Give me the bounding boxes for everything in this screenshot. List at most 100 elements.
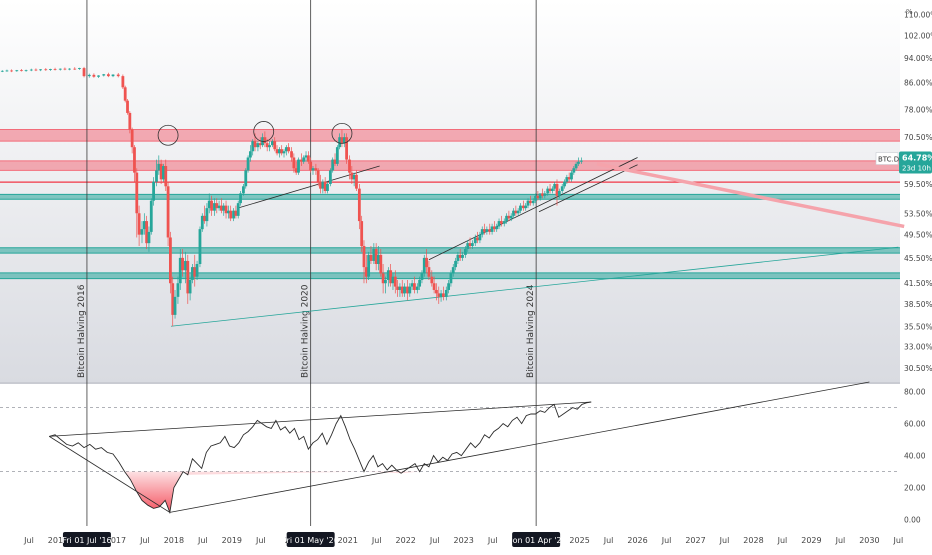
oscillator-trendline[interactable] bbox=[49, 436, 171, 513]
candle-body bbox=[420, 273, 424, 280]
candle-body bbox=[458, 254, 462, 258]
candle-body bbox=[362, 246, 366, 268]
candle-body bbox=[565, 177, 569, 182]
oscillator-trendline[interactable] bbox=[49, 401, 592, 437]
price-badge-countdown: 23d 10h bbox=[902, 165, 931, 173]
trendline[interactable] bbox=[596, 162, 905, 229]
candle-body bbox=[284, 147, 288, 152]
candle-body bbox=[422, 257, 426, 274]
y-tick-label: 49.50% bbox=[904, 231, 932, 240]
candle-body bbox=[147, 231, 151, 244]
y-tick-label: 94.00% bbox=[904, 54, 932, 63]
candle-body bbox=[328, 170, 332, 184]
candle-body bbox=[188, 279, 192, 294]
candle-body bbox=[111, 74, 115, 77]
oscillator-pane-background bbox=[0, 382, 900, 526]
candle-body bbox=[164, 166, 168, 187]
candle-body bbox=[560, 186, 564, 191]
candle-body bbox=[543, 193, 547, 196]
halving-label: Bitcoin Halving 2016 bbox=[77, 284, 87, 378]
candle-body bbox=[348, 159, 351, 173]
candle-body bbox=[309, 161, 313, 171]
candle-body bbox=[297, 159, 300, 173]
candle-body bbox=[253, 141, 257, 148]
candle-body bbox=[126, 100, 129, 113]
candle-body bbox=[152, 181, 155, 201]
candle-body bbox=[572, 168, 576, 173]
candle-body bbox=[567, 177, 571, 180]
candle-body bbox=[352, 174, 356, 180]
candle-body bbox=[304, 155, 308, 158]
candle-body bbox=[0, 70, 4, 72]
y-tick-label: 70.50% bbox=[904, 133, 932, 142]
x-tick-label: Jul bbox=[197, 536, 208, 545]
circled-top bbox=[157, 124, 179, 146]
candle-body bbox=[184, 260, 187, 271]
candle-body bbox=[258, 143, 262, 146]
candle-body bbox=[217, 205, 221, 209]
candle-body bbox=[384, 279, 387, 284]
candle-body bbox=[485, 229, 489, 232]
trendline[interactable] bbox=[237, 165, 380, 209]
trendline[interactable] bbox=[538, 164, 638, 213]
horizontal-zone bbox=[0, 160, 900, 171]
candle-body bbox=[248, 151, 252, 158]
candle-body bbox=[213, 203, 216, 211]
candle-body bbox=[162, 166, 165, 180]
candle-body bbox=[425, 257, 428, 268]
x-tick-label: Jul bbox=[719, 536, 730, 545]
candle-body bbox=[140, 229, 144, 235]
candle-body bbox=[226, 210, 230, 214]
candle-body bbox=[198, 229, 202, 265]
trendline[interactable] bbox=[170, 246, 899, 327]
symbol-tag-text: BTC.D bbox=[878, 156, 899, 164]
candle-body bbox=[432, 283, 436, 290]
candle-body bbox=[386, 270, 390, 280]
oscillator-trendline[interactable] bbox=[169, 381, 870, 513]
candle-body bbox=[205, 208, 209, 222]
candle-body bbox=[215, 203, 219, 209]
horizontal-zone bbox=[0, 129, 900, 142]
candle-body bbox=[176, 283, 180, 297]
candle-body bbox=[447, 283, 451, 290]
x-tick-label: 2027 bbox=[685, 536, 705, 545]
candle-body bbox=[181, 257, 184, 271]
halving-date-label: Fri 01 May '20 bbox=[283, 536, 339, 545]
candle-body bbox=[157, 163, 161, 171]
candle-body bbox=[142, 221, 146, 230]
x-tick-label: 2026 bbox=[627, 536, 647, 545]
candle-body bbox=[145, 221, 149, 244]
candle-body bbox=[63, 68, 67, 70]
candle-body bbox=[135, 172, 139, 214]
x-tick-label: Jul bbox=[139, 536, 150, 545]
x-tick-label: Jul bbox=[487, 536, 498, 545]
candle-body bbox=[10, 70, 13, 72]
candle-body bbox=[335, 147, 339, 164]
candle-body bbox=[509, 215, 513, 219]
y-tick-label: 53.50% bbox=[904, 209, 932, 218]
candle-body bbox=[123, 87, 127, 101]
candle-body bbox=[271, 141, 274, 146]
candle-body bbox=[290, 151, 293, 158]
candle-body bbox=[461, 254, 464, 258]
candle-body bbox=[68, 68, 71, 70]
candle-body bbox=[39, 69, 42, 71]
candle-body bbox=[316, 170, 320, 182]
trendline[interactable] bbox=[428, 157, 638, 261]
candle-body bbox=[292, 157, 296, 169]
price-badge bbox=[899, 151, 932, 174]
candle-body bbox=[191, 267, 194, 280]
candle-body bbox=[29, 69, 33, 71]
candle-body bbox=[87, 74, 91, 77]
candle-body bbox=[229, 210, 233, 219]
candle-body bbox=[210, 200, 213, 211]
candle-body bbox=[116, 74, 120, 77]
candle-body bbox=[512, 210, 515, 216]
y-tick-label: 45.50% bbox=[904, 254, 932, 263]
candle-body bbox=[536, 195, 540, 199]
candle-body bbox=[555, 183, 559, 196]
candle-body bbox=[372, 248, 376, 261]
halving-date-label: Mon 01 Apr '24 bbox=[506, 536, 567, 545]
candle-body bbox=[497, 221, 501, 227]
